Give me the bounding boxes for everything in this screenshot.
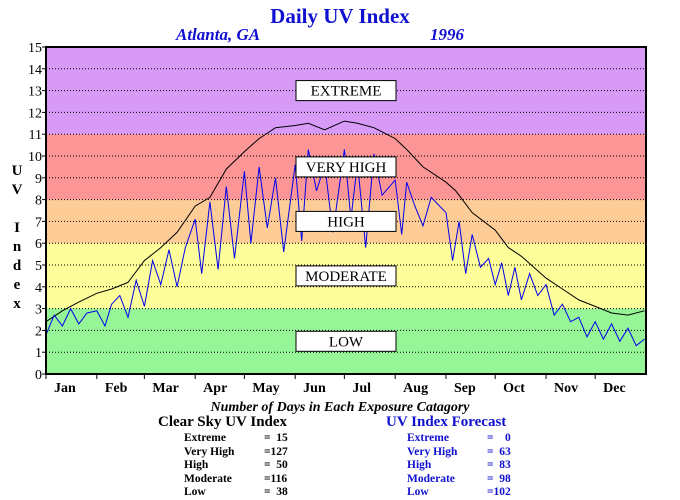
stats-caption: Number of Days in Each Exposure Catagory bbox=[210, 400, 470, 415]
x-tick-label: Sep bbox=[454, 381, 476, 396]
stat-row: Extreme = 15 bbox=[184, 432, 288, 444]
stat-row: Moderate = 98 bbox=[407, 472, 511, 485]
band-label: HIGH bbox=[295, 210, 397, 232]
y-tick-label: 5 bbox=[35, 259, 42, 274]
x-tick-label: May bbox=[252, 381, 279, 396]
y-tick-label: 6 bbox=[35, 237, 42, 252]
band-labels: LOW MODERATE HIGH VERY HIGH EXTREME bbox=[295, 80, 397, 352]
y-tick-label: 11 bbox=[29, 128, 42, 143]
y-tick-label: 12 bbox=[28, 106, 42, 121]
grid-lines bbox=[46, 68, 646, 353]
x-tick-label: Apr bbox=[203, 381, 227, 396]
stat-row: High = 83 bbox=[407, 459, 511, 471]
band-label-box bbox=[295, 156, 397, 178]
band-label-text: LOW bbox=[329, 334, 364, 350]
band-label: EXTREME bbox=[295, 80, 397, 102]
y-tick-label: 9 bbox=[35, 172, 42, 187]
stat-row: Moderate =116 bbox=[184, 472, 288, 485]
y-tick-label: 1 bbox=[35, 346, 42, 361]
x-tick-label: Feb bbox=[105, 381, 128, 396]
x-tick-label: Aug bbox=[403, 381, 428, 396]
clear-sky-header: Clear Sky UV Index bbox=[158, 414, 288, 430]
y-tick-label: 7 bbox=[35, 215, 42, 230]
band-label-text: VERY HIGH bbox=[306, 160, 387, 176]
stat-row: Extreme = 0 bbox=[407, 432, 511, 444]
x-tick-label: Dec bbox=[603, 381, 626, 396]
band-label: MODERATE bbox=[295, 265, 397, 287]
stat-row: Very High = 63 bbox=[407, 445, 511, 458]
x-tick-label: Jan bbox=[54, 381, 76, 396]
band-label-text: EXTREME bbox=[311, 84, 382, 100]
x-tick-label: Oct bbox=[503, 381, 525, 396]
band-label-box bbox=[295, 265, 397, 287]
band-label: LOW bbox=[295, 330, 397, 352]
chart-title: Daily UV Index bbox=[270, 4, 410, 28]
band-label-text: MODERATE bbox=[305, 269, 387, 285]
forecast-header: UV Index Forecast bbox=[386, 414, 507, 430]
year-label: 1996 bbox=[430, 25, 464, 44]
band-label: VERY HIGH bbox=[295, 156, 397, 178]
band-label-box bbox=[295, 330, 397, 352]
band-label-text: HIGH bbox=[327, 214, 365, 230]
forecast-stats: UV Index Forecast Extreme = 0 Very High = … bbox=[386, 414, 511, 500]
y-tick-label: 0 bbox=[35, 368, 42, 383]
y-tick-label: 14 bbox=[28, 63, 42, 78]
y-tick-label: 13 bbox=[28, 85, 42, 100]
band-label-box bbox=[295, 210, 397, 232]
x-tick-label: Mar bbox=[152, 381, 178, 396]
plot-frame bbox=[45, 46, 647, 375]
location-label: Atlanta, GA bbox=[176, 25, 261, 44]
y-tick-label: 15 bbox=[28, 41, 42, 56]
y-tick-label: 8 bbox=[35, 194, 42, 209]
y-tick-label: 4 bbox=[35, 281, 42, 296]
x-ticks: Jan Feb Mar Apr May Jun Jul Aug Sep Oct Nov Dec bbox=[45, 374, 626, 396]
stat-row: Low =102 bbox=[407, 486, 511, 498]
clear-sky-stats: Clear Sky UV Index Extreme = 15 Very High… bbox=[158, 414, 288, 500]
x-tick-label: Jun bbox=[303, 381, 326, 396]
x-tick-label: Nov bbox=[554, 381, 578, 396]
y-tick-label: 3 bbox=[35, 303, 42, 318]
clear-sky-series bbox=[45, 120, 645, 323]
x-tick-label: Jul bbox=[352, 381, 371, 396]
band-label-box bbox=[295, 80, 397, 102]
stat-row: High = 50 bbox=[184, 459, 288, 471]
stat-row: Very High =127 bbox=[184, 445, 288, 458]
y-tick-label: 10 bbox=[28, 150, 42, 165]
y-tick-label: 2 bbox=[35, 324, 42, 339]
stat-row: Low = 38 bbox=[184, 486, 288, 498]
